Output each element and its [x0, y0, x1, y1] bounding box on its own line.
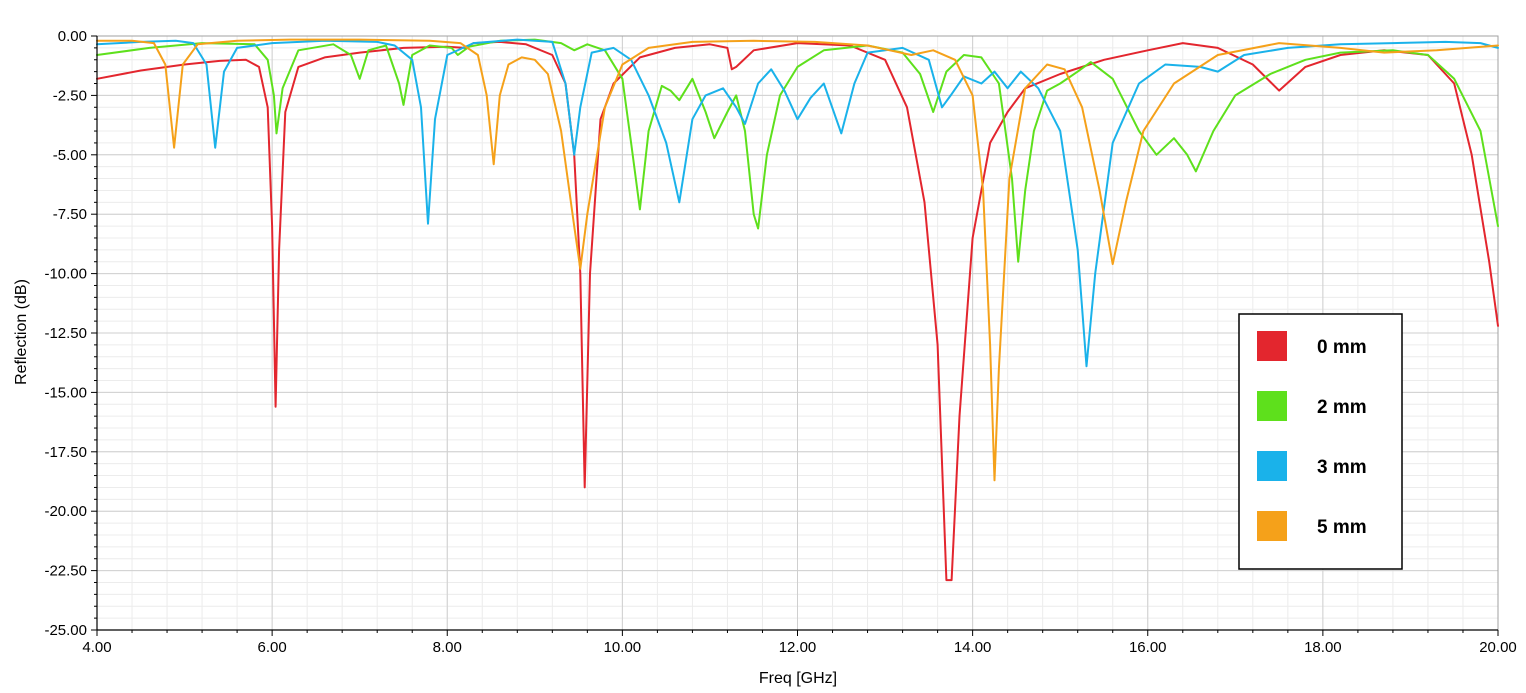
x-tick-label: 12.00 — [779, 639, 817, 656]
x-tick-label: 10.00 — [604, 639, 642, 656]
legend-swatch — [1257, 331, 1287, 361]
x-axis-label: Freq [GHz] — [759, 670, 837, 687]
y-tick-label: -15.00 — [44, 384, 87, 401]
y-tick-label: -20.00 — [44, 503, 87, 520]
legend-swatch — [1257, 511, 1287, 541]
x-tick-label: 14.00 — [954, 639, 992, 656]
y-tick-label: -12.50 — [44, 325, 87, 342]
y-tick-label: -5.00 — [53, 147, 87, 164]
y-tick-label: -25.00 — [44, 622, 87, 639]
y-tick-label: -7.50 — [53, 206, 87, 223]
y-tick-label: -17.50 — [44, 444, 87, 461]
series-line-4 — [96, 38, 1499, 482]
x-axis-ticks: 4.00 6.00 8.00 10.00 12.00 14.00 16.00 18.00 20.… — [82, 639, 1516, 656]
series-lines — [96, 38, 1499, 582]
legend-swatch — [1257, 451, 1287, 481]
y-axis-ticks: 0.00 -2.50 -5.00 -7.50 -10.00 -12.50 -15.00 -17… — [44, 28, 87, 639]
y-axis-label: Reflection (dB) — [13, 279, 30, 385]
y-tick-label: -22.50 — [44, 563, 87, 580]
y-tick-label: -10.00 — [44, 266, 87, 283]
x-tick-label: 18.00 — [1304, 639, 1342, 656]
y-tick-label: 0.00 — [58, 28, 87, 45]
series-line-1 — [96, 40, 1499, 582]
series-line-2 — [96, 38, 1499, 263]
x-tick-label: 4.00 — [82, 639, 111, 656]
legend: 0 mm 2 mm 3 mm 5 mm — [1238, 313, 1403, 570]
x-tick-label: 16.00 — [1129, 639, 1167, 656]
x-tick-label: 6.00 — [258, 639, 287, 656]
x-tick-label: 20.00 — [1479, 639, 1517, 656]
y-tick-label: -2.50 — [53, 87, 87, 104]
series-line-3 — [96, 38, 1499, 368]
legend-label: 0 mm — [1317, 337, 1367, 358]
legend-swatch — [1257, 391, 1287, 421]
x-tick-label: 8.00 — [433, 639, 462, 656]
legend-label: 5 mm — [1317, 517, 1367, 538]
legend-label: 2 mm — [1317, 397, 1367, 418]
axis-lines — [91, 35, 1499, 636]
legend-label: 3 mm — [1317, 457, 1367, 478]
